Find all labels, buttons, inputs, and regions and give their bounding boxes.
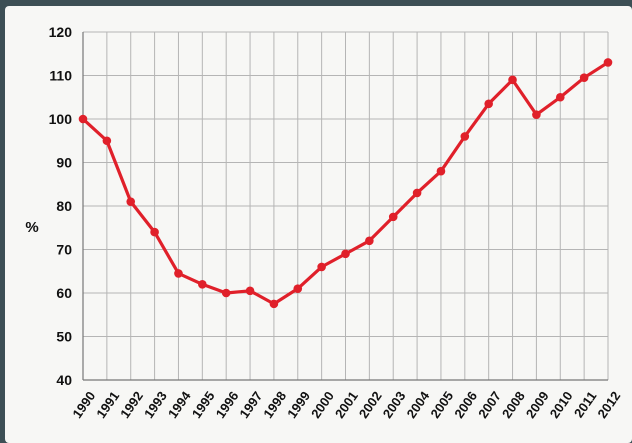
x-axis-ticks: 1990199119921993199419951996199719981999… bbox=[69, 388, 623, 421]
x-tick-label: 1992 bbox=[117, 389, 146, 421]
data-point bbox=[245, 286, 255, 296]
x-tick-label: 2000 bbox=[308, 389, 337, 421]
x-tick-label: 1994 bbox=[165, 388, 194, 421]
data-point bbox=[412, 188, 422, 198]
data-point bbox=[341, 249, 350, 259]
data-point bbox=[365, 236, 374, 246]
data-point bbox=[460, 132, 470, 141]
data-point bbox=[508, 75, 517, 85]
data-point bbox=[78, 114, 88, 124]
x-tick-label: 2010 bbox=[547, 389, 576, 421]
x-tick-label: 1990 bbox=[69, 389, 98, 421]
y-tick-label: 40 bbox=[56, 372, 72, 388]
data-point bbox=[317, 262, 326, 272]
data-point bbox=[603, 58, 613, 67]
x-tick-label: 1998 bbox=[260, 389, 289, 421]
grid bbox=[82, 31, 609, 381]
chart-panel bbox=[5, 6, 632, 443]
x-tick-label: 2007 bbox=[475, 389, 504, 421]
y-tick-label: 70 bbox=[56, 242, 72, 258]
data-point bbox=[388, 212, 398, 222]
x-tick-label: 2006 bbox=[451, 389, 480, 421]
y-axis-ticks: 40 50 60 70 80 90 100 110 120 bbox=[49, 24, 73, 388]
x-tick-label: 1999 bbox=[284, 389, 313, 421]
x-tick-label: 1991 bbox=[93, 389, 122, 421]
data-point bbox=[126, 197, 136, 206]
y-tick-label: 110 bbox=[49, 68, 72, 84]
data-point bbox=[150, 227, 159, 237]
data-point bbox=[198, 280, 207, 289]
data-point bbox=[174, 269, 183, 278]
y-tick-label: 120 bbox=[49, 24, 73, 40]
x-tick-label: 2008 bbox=[499, 389, 528, 421]
y-tick-label: 60 bbox=[56, 285, 72, 301]
data-point bbox=[293, 284, 303, 293]
x-tick-label: 2001 bbox=[332, 389, 361, 421]
x-tick-label: 1995 bbox=[189, 389, 218, 421]
x-tick-label: 1996 bbox=[213, 389, 242, 421]
x-tick-label: 1993 bbox=[141, 389, 170, 421]
x-tick-label: 1997 bbox=[236, 389, 265, 421]
x-tick-label: 2005 bbox=[427, 389, 456, 421]
y-tick-label: 90 bbox=[56, 155, 72, 171]
data-point bbox=[579, 73, 589, 82]
data-point bbox=[532, 110, 541, 119]
x-tick-label: 2003 bbox=[380, 389, 409, 421]
data-point bbox=[269, 299, 279, 309]
data-point bbox=[484, 99, 493, 109]
y-axis-label: % bbox=[25, 219, 38, 236]
series-group bbox=[78, 58, 613, 309]
y-tick-label: 80 bbox=[56, 198, 72, 214]
data-point bbox=[555, 92, 565, 102]
x-tick-label: 2011 bbox=[571, 389, 599, 421]
x-tick-label: 2002 bbox=[356, 389, 385, 421]
x-tick-label: 2012 bbox=[594, 389, 623, 421]
data-point bbox=[102, 136, 112, 146]
x-tick-label: 2009 bbox=[523, 389, 552, 421]
x-tick-label: 2004 bbox=[404, 388, 433, 421]
y-tick-label: 50 bbox=[56, 329, 72, 345]
data-point bbox=[221, 288, 231, 298]
y-tick-label: 100 bbox=[49, 111, 73, 127]
data-point bbox=[436, 166, 446, 176]
